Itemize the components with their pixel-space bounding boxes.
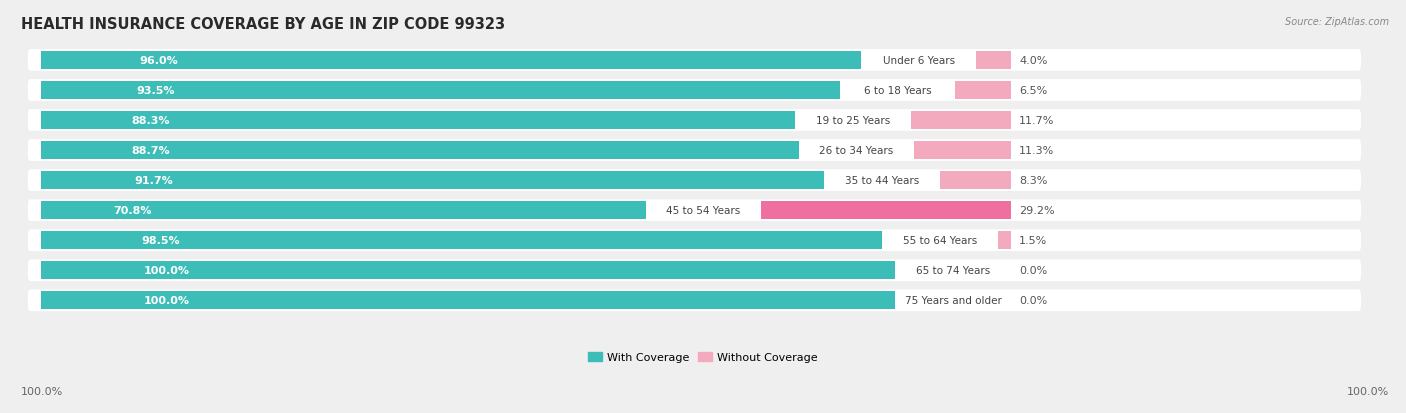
Text: 8.3%: 8.3% [1019, 176, 1047, 185]
Text: 70.8%: 70.8% [114, 206, 152, 216]
Text: 4.0%: 4.0% [1019, 56, 1047, 66]
Text: 0.0%: 0.0% [1019, 296, 1047, 306]
Bar [939, 172, 1011, 190]
Text: 55 to 64 Years: 55 to 64 Years [903, 236, 977, 246]
Bar [761, 202, 1011, 220]
FancyBboxPatch shape [28, 290, 1361, 311]
Bar [977, 52, 1011, 70]
FancyBboxPatch shape [28, 260, 1361, 281]
Bar [955, 82, 1011, 100]
Text: 88.7%: 88.7% [132, 146, 170, 156]
Bar [41, 202, 645, 220]
Text: 11.7%: 11.7% [1019, 116, 1054, 126]
Text: 6.5%: 6.5% [1019, 86, 1047, 96]
Bar [41, 52, 860, 70]
Text: 26 to 34 Years: 26 to 34 Years [820, 146, 894, 156]
Text: 88.3%: 88.3% [131, 116, 170, 126]
Text: 1.5%: 1.5% [1019, 236, 1047, 246]
Bar [41, 261, 896, 280]
Bar [41, 292, 896, 310]
Text: 11.3%: 11.3% [1019, 146, 1054, 156]
Legend: With Coverage, Without Coverage: With Coverage, Without Coverage [583, 347, 823, 367]
FancyBboxPatch shape [28, 80, 1361, 102]
Bar [41, 82, 839, 100]
Text: 19 to 25 Years: 19 to 25 Years [815, 116, 890, 126]
Text: 35 to 44 Years: 35 to 44 Years [845, 176, 920, 185]
FancyBboxPatch shape [28, 170, 1361, 192]
FancyBboxPatch shape [28, 50, 1361, 71]
Text: 100.0%: 100.0% [21, 387, 63, 396]
Text: 100.0%: 100.0% [1347, 387, 1389, 396]
Text: 65 to 74 Years: 65 to 74 Years [915, 266, 990, 275]
Text: 29.2%: 29.2% [1019, 206, 1054, 216]
Bar [911, 112, 1011, 130]
Bar [41, 142, 799, 160]
FancyBboxPatch shape [28, 200, 1361, 221]
Text: 96.0%: 96.0% [139, 56, 177, 66]
Text: Under 6 Years: Under 6 Years [883, 56, 955, 66]
Text: 45 to 54 Years: 45 to 54 Years [666, 206, 741, 216]
Text: 100.0%: 100.0% [143, 296, 190, 306]
Text: 75 Years and older: 75 Years and older [904, 296, 1001, 306]
Text: 93.5%: 93.5% [136, 86, 174, 96]
Text: 98.5%: 98.5% [142, 236, 180, 246]
Bar [998, 232, 1011, 249]
Bar [41, 172, 824, 190]
FancyBboxPatch shape [28, 230, 1361, 252]
FancyBboxPatch shape [28, 110, 1361, 131]
Text: 91.7%: 91.7% [135, 176, 173, 185]
Text: 6 to 18 Years: 6 to 18 Years [863, 86, 931, 96]
Text: Source: ZipAtlas.com: Source: ZipAtlas.com [1285, 17, 1389, 26]
Text: 100.0%: 100.0% [143, 266, 190, 275]
Text: HEALTH INSURANCE COVERAGE BY AGE IN ZIP CODE 99323: HEALTH INSURANCE COVERAGE BY AGE IN ZIP … [21, 17, 505, 31]
Text: 0.0%: 0.0% [1019, 266, 1047, 275]
Bar [914, 142, 1011, 160]
Bar [41, 112, 796, 130]
Bar [41, 232, 883, 249]
FancyBboxPatch shape [28, 140, 1361, 161]
